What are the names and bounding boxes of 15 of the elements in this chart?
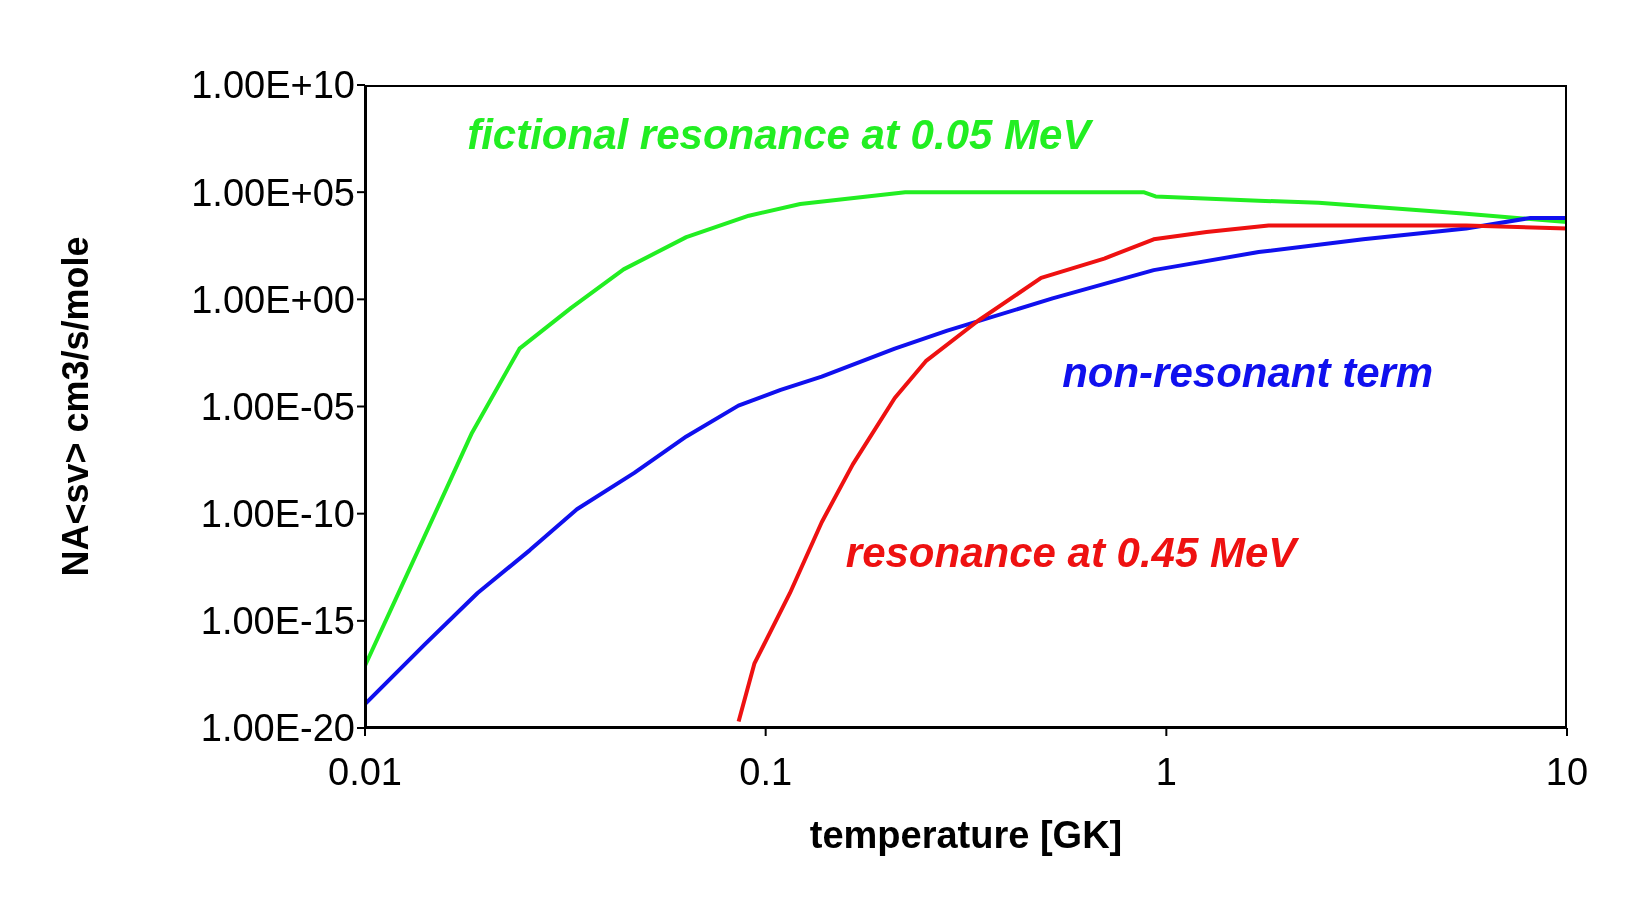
x-axis-title: temperature [GK] (809, 814, 1123, 856)
y-tick-label: 1.00E-15 (200, 600, 355, 643)
y-tick-label: 1.00E+10 (191, 64, 355, 107)
y-tick-label: 1.00E-05 (200, 385, 355, 428)
y-tick-label: 1.00E-10 (200, 493, 355, 536)
x-tick-label: 10 (1545, 750, 1589, 793)
series-label: non-resonant term (1062, 348, 1434, 397)
series-label: resonance at 0.45 MeV (845, 528, 1297, 577)
y-tick-label: 1.00E+00 (191, 278, 355, 321)
x-tick-label: 0.1 (739, 750, 793, 793)
y-axis-title: NA<sv> cm3/s/mole (54, 236, 96, 577)
y-tick-label: 1.00E-20 (200, 707, 355, 750)
y-tick-label: 1.00E+05 (191, 171, 355, 214)
x-tick-label: 1 (1155, 750, 1177, 793)
x-tick-label: 0.01 (328, 750, 402, 793)
